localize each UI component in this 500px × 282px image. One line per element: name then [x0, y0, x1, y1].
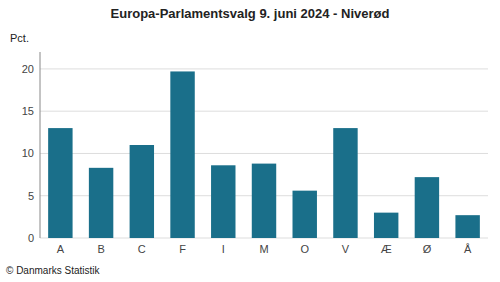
grid-line	[40, 111, 488, 112]
bar	[211, 165, 235, 238]
y-tick-label: 5	[28, 190, 34, 202]
y-axis-label: Pct.	[10, 32, 29, 44]
grid-line	[40, 68, 488, 69]
bar	[293, 191, 317, 238]
x-tick-label: I	[222, 243, 225, 255]
bar	[333, 128, 357, 238]
bar	[89, 168, 113, 238]
y-tick-label: 15	[22, 105, 34, 117]
bars	[48, 71, 480, 238]
title: Europa-Parlamentsvalg 9. juni 2024 - Niv…	[111, 6, 390, 21]
grid-line	[40, 153, 488, 154]
x-tick-label: Ø	[423, 243, 432, 255]
y-axis-line	[40, 52, 41, 238]
x-tick-label: C	[138, 243, 146, 255]
bar	[252, 164, 276, 238]
x-tick-label: Å	[464, 243, 472, 255]
y-tick-label: 20	[22, 63, 34, 75]
grid	[40, 69, 488, 238]
y-tick-label: 0	[28, 232, 34, 244]
chart-container: Europa-Parlamentsvalg 9. juni 2024 - Niv…	[0, 0, 500, 282]
bar	[48, 128, 72, 238]
bar	[455, 215, 479, 238]
x-tick-label: A	[57, 243, 65, 255]
y-tick-label: 10	[22, 147, 34, 159]
x-tick-label: Æ	[381, 243, 392, 255]
x-tick-label: V	[342, 243, 350, 255]
x-tick-label: B	[97, 243, 104, 255]
chart-svg: Europa-Parlamentsvalg 9. juni 2024 - Niv…	[0, 0, 500, 282]
footer: © Danmarks Statistik	[6, 265, 101, 276]
bar	[415, 177, 439, 238]
x-tick-label: M	[259, 243, 268, 255]
bar	[170, 71, 194, 238]
x-tick-label: O	[300, 243, 309, 255]
x-tick-label: F	[179, 243, 186, 255]
bar	[374, 213, 398, 238]
bar	[130, 145, 154, 238]
